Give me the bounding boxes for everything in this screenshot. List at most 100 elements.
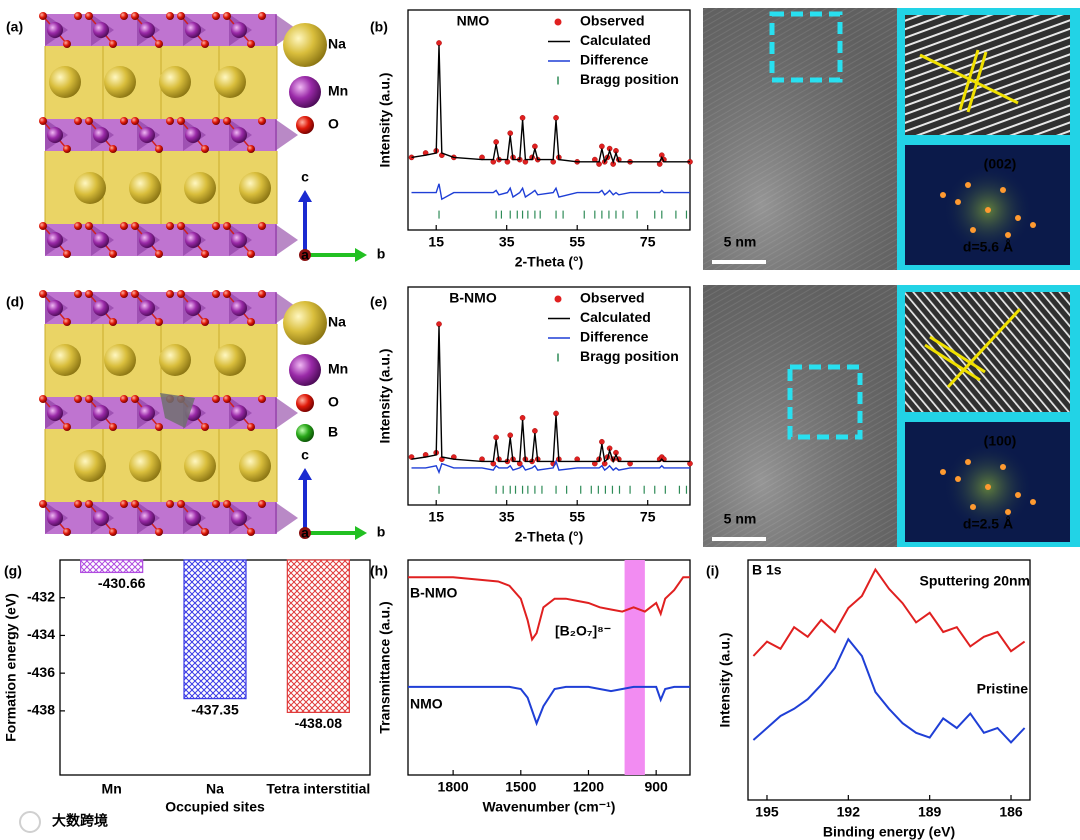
series-line — [408, 576, 690, 642]
measure-line — [966, 51, 988, 113]
observed-point — [519, 414, 526, 421]
o-atom — [131, 290, 139, 298]
legend-label: Difference — [580, 329, 649, 345]
o-atom — [131, 500, 139, 508]
mn-atom — [185, 510, 201, 526]
axis-label: a — [301, 525, 309, 541]
o-atom — [223, 12, 231, 20]
legend-label: Calculated — [580, 309, 651, 325]
o-atom — [212, 395, 220, 403]
o-atom — [155, 145, 163, 153]
scale-label: 5 nm — [724, 234, 757, 250]
o-atom — [155, 528, 163, 536]
observed-point — [553, 115, 559, 121]
o-atom — [63, 250, 71, 258]
legend-atom — [296, 116, 314, 134]
legend-label: Na — [328, 36, 346, 52]
o-atom — [177, 500, 185, 508]
fft-spot — [1000, 464, 1006, 470]
o-atom — [223, 117, 231, 125]
o-atom — [258, 12, 266, 20]
mn-atom — [93, 510, 109, 526]
arrow-b — [355, 248, 367, 262]
fft-spot — [985, 207, 991, 213]
watermark: 大数跨境 — [52, 813, 108, 829]
panel-label: (d) — [6, 294, 24, 310]
observed-point — [436, 321, 442, 327]
o-atom — [155, 40, 163, 48]
o-atom — [63, 528, 71, 536]
observed-point — [532, 428, 538, 434]
na-atom — [49, 66, 81, 98]
measure-line — [946, 307, 1022, 389]
measure-line — [958, 49, 980, 111]
panel-label: (e) — [370, 294, 387, 310]
legend-marker — [554, 18, 562, 26]
o-atom — [85, 500, 93, 508]
legend-atom — [283, 23, 327, 67]
o-atom — [39, 500, 47, 508]
x-tick-label: 186 — [999, 804, 1023, 820]
series-line — [752, 637, 1026, 744]
arrow-b — [355, 526, 367, 540]
plot-frame — [747, 559, 1031, 801]
legend-label: Difference — [580, 52, 649, 68]
o-atom — [201, 40, 209, 48]
o-atom — [212, 290, 220, 298]
o-atom — [109, 318, 117, 326]
o-atom — [120, 395, 128, 403]
x-tick-label: Tetra interstitial — [266, 781, 370, 797]
o-atom — [85, 12, 93, 20]
o-atom — [166, 12, 174, 20]
panel-label: (i) — [706, 563, 719, 579]
legend-label: B — [328, 424, 338, 440]
o-atom — [212, 500, 220, 508]
o-atom — [120, 222, 128, 230]
chart-title: B 1s — [752, 562, 782, 578]
watermark-logo — [19, 811, 41, 833]
o-atom — [258, 222, 266, 230]
x-tick-label: 189 — [918, 804, 942, 820]
x-axis-title: 2-Theta (°) — [515, 254, 584, 270]
fft-spot — [1015, 492, 1021, 498]
legend-atom — [283, 301, 327, 345]
legend-label: Bragg position — [580, 71, 679, 87]
na-atom — [159, 66, 191, 98]
fft-spot — [970, 227, 976, 233]
chart-title: B-NMO — [449, 290, 497, 306]
fringe-inset — [905, 292, 1070, 412]
arrow-c — [298, 468, 312, 480]
o-atom — [63, 423, 71, 431]
mn-atom — [185, 127, 201, 143]
o-atom — [74, 12, 82, 20]
x-tick-label: Mn — [102, 781, 122, 797]
x-tick-label: 1200 — [573, 779, 604, 795]
x-tick-label: 55 — [569, 509, 585, 525]
measure-line — [924, 343, 981, 382]
o-atom — [212, 12, 220, 20]
fft-spot — [965, 459, 971, 465]
mn-atom — [47, 22, 63, 38]
o-atom — [201, 318, 209, 326]
o-atom — [258, 395, 266, 403]
o-atom — [74, 290, 82, 298]
na-atom — [184, 450, 216, 482]
o-atom — [120, 12, 128, 20]
o-atom — [74, 117, 82, 125]
o-atom — [74, 222, 82, 230]
x-tick-label: 192 — [837, 804, 861, 820]
o-atom — [166, 117, 174, 125]
y-axis-title: Intensity (a.u.) — [377, 73, 393, 168]
x-tick-label: 1800 — [438, 779, 469, 795]
o-atom — [39, 395, 47, 403]
series-line — [411, 45, 690, 165]
legend-label: Mn — [328, 83, 348, 99]
mn-atom — [185, 22, 201, 38]
series-line — [752, 567, 1026, 657]
legend-atom — [289, 354, 321, 386]
value-label: -438.08 — [295, 715, 343, 731]
o-atom — [109, 528, 117, 536]
o-atom — [247, 250, 255, 258]
na-atom — [104, 344, 136, 376]
